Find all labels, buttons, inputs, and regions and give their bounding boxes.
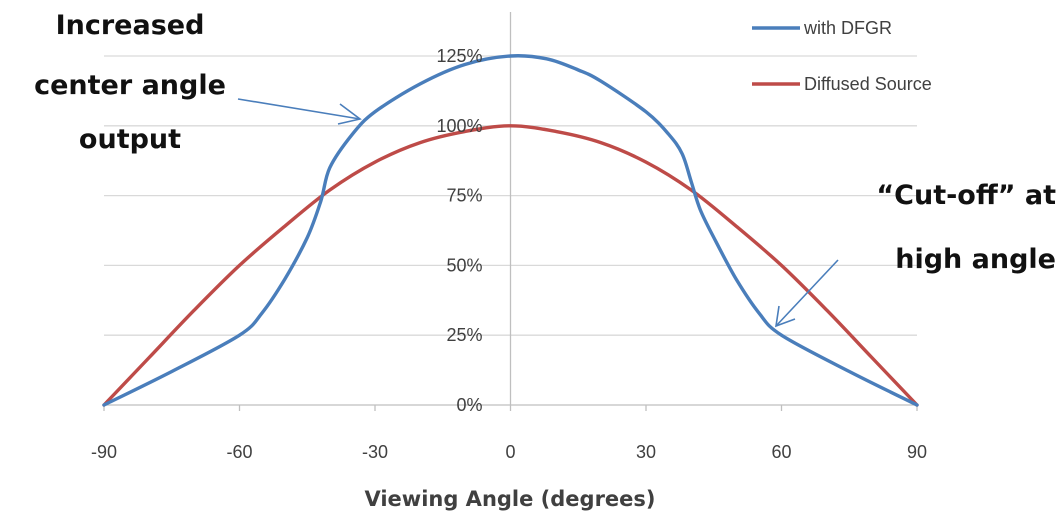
y-tick-label: 0% bbox=[456, 395, 482, 415]
annotation-right-line2: high angle bbox=[895, 244, 1056, 275]
annotation-right-line1: “Cut-off” at bbox=[876, 180, 1056, 211]
x-tick-label: -30 bbox=[362, 442, 388, 462]
x-axis-title: Viewing Angle (degrees) bbox=[364, 487, 655, 511]
legend: with DFGR Diffused Source bbox=[752, 18, 932, 94]
annotation-left-line3: output bbox=[79, 124, 181, 155]
x-tick-label: -60 bbox=[226, 442, 252, 462]
annotation-arrow-right bbox=[775, 259, 839, 328]
legend-label-diffused-source: Diffused Source bbox=[804, 74, 932, 94]
annotation-arrow-left bbox=[237, 98, 362, 125]
series-line-diffused-source bbox=[102, 124, 919, 407]
axes bbox=[103, 12, 918, 411]
y-tick-label: 125% bbox=[436, 46, 482, 66]
y-tick-label: 50% bbox=[446, 255, 482, 275]
x-tick-label: 90 bbox=[907, 442, 927, 462]
series-line-with-dfgr bbox=[102, 54, 919, 407]
annotation-left-line2: center angle bbox=[34, 70, 226, 101]
x-tick-label: 30 bbox=[636, 442, 656, 462]
x-tick-label: 0 bbox=[505, 442, 515, 462]
y-tick-label: 75% bbox=[446, 186, 482, 206]
series-layer bbox=[102, 54, 919, 407]
y-tick-label: 100% bbox=[436, 116, 482, 136]
x-tick-label: 60 bbox=[771, 442, 791, 462]
annotation-left-line1: Increased bbox=[56, 10, 205, 41]
tick-labels: 0% 25% 50% 75% 100% 125% -90 -60 -30 0 30 60 90 bbox=[91, 46, 927, 462]
y-tick-label: 25% bbox=[446, 325, 482, 345]
x-tick-label: -90 bbox=[91, 442, 117, 462]
legend-label-with-dfgr: with DFGR bbox=[803, 18, 892, 38]
